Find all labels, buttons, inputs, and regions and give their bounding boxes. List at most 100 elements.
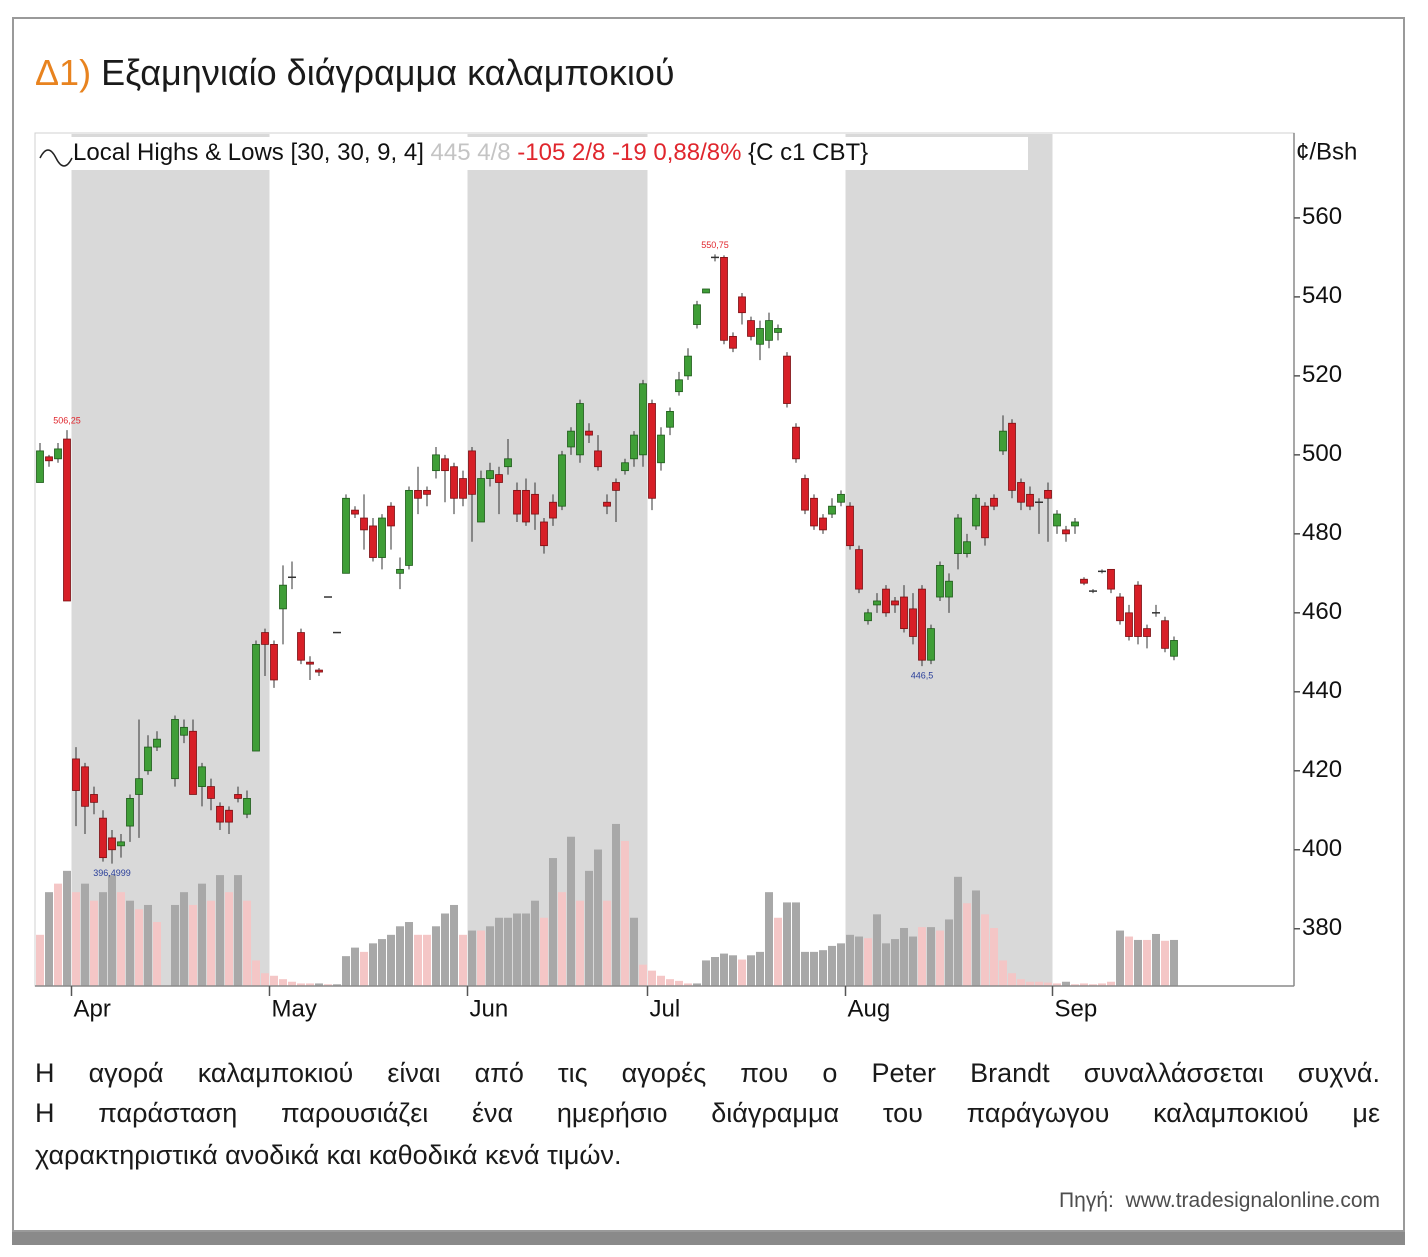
candle-body [729, 335, 737, 349]
volume-bar [360, 951, 368, 986]
volume-bar [144, 904, 152, 986]
candle-body [90, 794, 98, 803]
volume-bar [576, 900, 584, 986]
candle-body [279, 584, 287, 610]
volume-bar [513, 913, 521, 986]
candle-body [1053, 513, 1061, 527]
candle-body [612, 482, 620, 491]
volume-bar [180, 892, 188, 986]
candle-body [1143, 628, 1151, 637]
candle-body [189, 730, 197, 795]
volume-bar [1152, 933, 1160, 986]
candle-body [954, 517, 962, 554]
label-layer: 506,25 396,4999 550,75 446,5 [53, 240, 933, 878]
volume-bar [765, 892, 773, 986]
month-shade [845, 134, 1053, 986]
volume-bar [1017, 979, 1025, 986]
volume-bar [909, 936, 917, 986]
candle-body [387, 505, 395, 527]
volume-bar [936, 930, 944, 986]
volume-bar [981, 914, 989, 986]
candle-body [36, 450, 44, 483]
volume-bar [1161, 940, 1169, 986]
volume-bar [153, 922, 161, 986]
source: Πηγή: www.tradesignalonline.com [1059, 1189, 1380, 1212]
candle-layer [36, 254, 1178, 864]
candle-body [918, 588, 926, 661]
volume-bar [99, 892, 107, 986]
candle-body [414, 489, 422, 499]
candle-body [441, 458, 449, 472]
candle-body [630, 434, 638, 460]
candle-body [720, 256, 728, 341]
high-label: 506,25 [53, 416, 81, 426]
candle-body [315, 669, 323, 673]
candle-body [1161, 620, 1169, 649]
volume-bar [432, 926, 440, 986]
candle-body [1080, 578, 1088, 584]
candle-body [180, 726, 188, 736]
candle-body [909, 608, 917, 637]
x-tick-label: Jun [470, 995, 509, 1022]
volume-bar [171, 904, 179, 986]
x-tick-label: May [272, 995, 317, 1022]
candle-body [369, 525, 377, 558]
volume-bar [135, 909, 143, 986]
volume-bar [1053, 983, 1061, 986]
candle-body [585, 430, 593, 436]
candle-body [990, 497, 998, 507]
volume-bar [504, 917, 512, 986]
volume-bar [792, 902, 800, 986]
volume-bar [36, 934, 44, 986]
candle-body [144, 746, 152, 772]
volume-bar [315, 983, 323, 986]
volume-bar [846, 934, 854, 986]
candle-body [351, 509, 359, 515]
volume-bar [45, 892, 53, 986]
volume-bar [459, 934, 467, 986]
unit-label: ¢/Bsh [1296, 138, 1357, 165]
volume-bar [243, 900, 251, 986]
volume-bar [522, 913, 530, 986]
candle-body [423, 489, 431, 495]
candle-body [675, 379, 683, 393]
candle-body [819, 517, 827, 531]
volume-bar [585, 870, 593, 986]
volume-bar [1116, 930, 1124, 986]
volume-bar [1098, 983, 1106, 986]
candle-body [495, 474, 503, 483]
candle-body [747, 320, 755, 337]
candle-body [603, 501, 611, 507]
indicator-symbol: {C c1 CBT} [748, 139, 868, 166]
month-shade [71, 134, 270, 986]
volume-bar [882, 943, 890, 986]
month-shade [467, 134, 648, 986]
volume-bar [189, 904, 197, 986]
body-line: Η αγορά καλαμποκιού είναι από τις αγορές… [35, 1058, 1380, 1088]
candle-body [99, 817, 107, 859]
volume-bar [198, 883, 206, 986]
volume-bar [540, 917, 548, 986]
body-line: χαρακτηριστικά ανοδικά και καθοδικά κενά… [35, 1140, 622, 1170]
volume-bar [423, 934, 431, 986]
volume-bar [342, 956, 350, 986]
y-tick-label: 520 [1302, 361, 1342, 388]
x-tick-label: Jul [650, 995, 681, 1022]
volume-bar [495, 917, 503, 986]
volume-bar [756, 951, 764, 986]
y-tick-label: 540 [1302, 282, 1342, 309]
candle-body [486, 470, 494, 479]
volume-bar [252, 960, 260, 986]
volume-bar [594, 849, 602, 986]
volume-bar [774, 917, 782, 986]
volume-bar [414, 934, 422, 986]
volume-bar [477, 930, 485, 986]
volume-bar [1035, 981, 1043, 986]
volume-bar [1107, 981, 1115, 986]
body-line: Η παράσταση παρουσιάζει ένα ημερήσιο διά… [35, 1098, 1380, 1128]
volume-bar [126, 900, 134, 986]
candle-body [522, 489, 530, 523]
volume-bar [927, 927, 935, 986]
candle-body [1116, 596, 1124, 622]
